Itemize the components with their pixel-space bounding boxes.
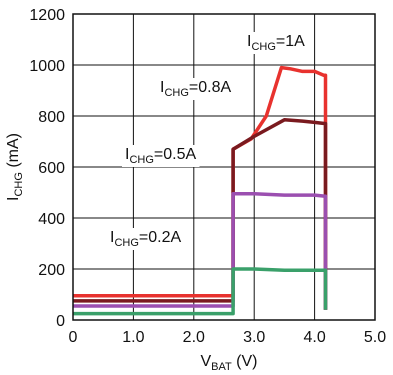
x-tick-label: 4.0 (303, 329, 325, 346)
plot-frame (72, 13, 376, 321)
y-tick-label: 1200 (29, 7, 65, 24)
x-tick-label: 3.0 (243, 329, 265, 346)
grid (73, 14, 375, 320)
series-line (73, 267, 328, 316)
y-tick-label: 600 (38, 160, 65, 177)
y-axis-label: ICHG (mA) (5, 133, 25, 201)
series-line (73, 192, 328, 310)
series-annotation-label: ICHG=0.5A (125, 146, 196, 166)
y-tick-label: 0 (56, 313, 65, 330)
x-tick-label: 5.0 (364, 329, 386, 346)
x-tick-label: 0 (69, 329, 78, 346)
tick-labels: 0 1.0 2.0 3.0 4.0 5.0 0 200 400 600 800 1000 1200 (29, 7, 386, 346)
series-annotation-label: ICHG=0.8A (160, 79, 231, 99)
series-line (73, 65, 328, 310)
series-lines (73, 65, 328, 316)
x-tick-label: 2.0 (183, 329, 205, 346)
x-axis-label: VBAT (V) (200, 353, 257, 373)
series-annotation-label: ICHG=0.2A (110, 229, 181, 249)
series-annotation-label: ICHG=1A (247, 33, 305, 53)
y-tick-label: 400 (38, 211, 65, 228)
x-tick-label: 1.0 (122, 329, 144, 346)
y-tick-label: 1000 (29, 58, 65, 75)
annotation-background (122, 145, 200, 167)
annotation-background (107, 228, 185, 250)
y-tick-label: 800 (38, 109, 65, 126)
series-annotations: ICHG=1A ICHG=0.8A ICHG=0.5A ICHG=0.2A (107, 32, 309, 250)
annotation-background (157, 78, 235, 100)
y-tick-label: 200 (38, 262, 65, 279)
annotation-background (244, 32, 309, 54)
